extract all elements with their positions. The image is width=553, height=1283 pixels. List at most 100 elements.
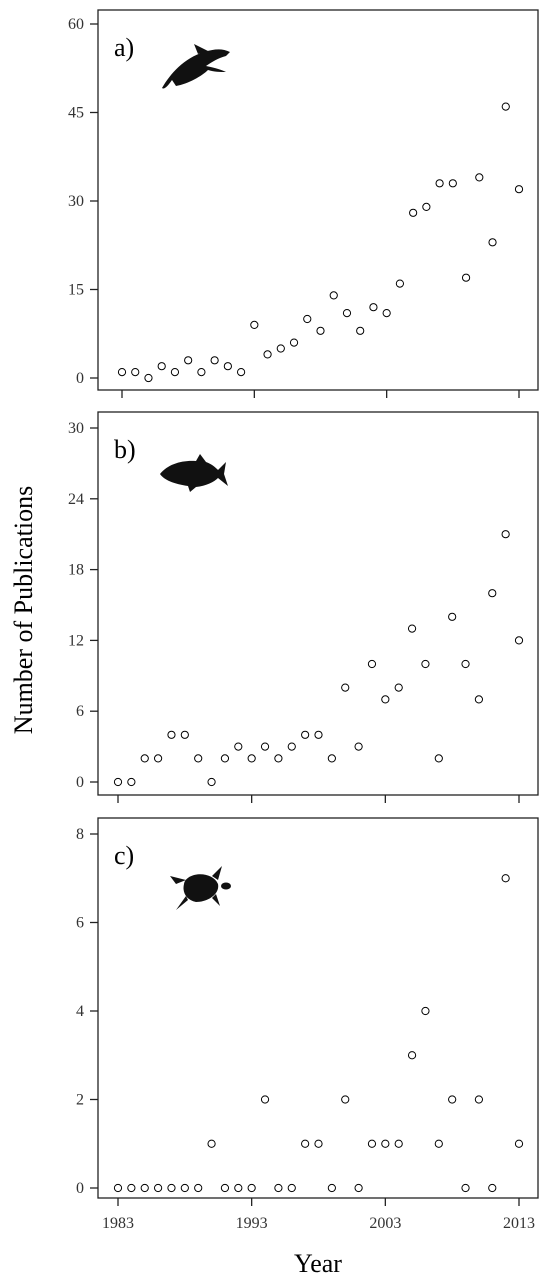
data-point <box>127 1183 136 1193</box>
data-point <box>274 754 283 763</box>
data-point <box>117 368 127 377</box>
data-point <box>247 1183 256 1193</box>
y-tick-label: 0 <box>76 1180 84 1197</box>
data-point <box>329 291 338 300</box>
data-point <box>461 1183 470 1193</box>
data-point <box>314 730 323 739</box>
dolphin-icon <box>162 44 230 89</box>
data-point <box>501 102 510 111</box>
data-point <box>448 179 457 188</box>
data-point <box>260 742 270 751</box>
data-point <box>154 1183 163 1193</box>
data-point <box>514 185 524 194</box>
data-point <box>287 742 296 751</box>
data-point <box>475 173 484 182</box>
data-point <box>434 1139 443 1148</box>
data-point <box>448 1095 457 1104</box>
data-point <box>289 338 299 347</box>
panel-a-label: a) <box>114 33 134 62</box>
data-point <box>367 659 377 669</box>
data-point <box>167 1183 176 1193</box>
panel-c-frame <box>97 817 539 1199</box>
data-point <box>448 612 457 621</box>
data-point <box>180 730 189 739</box>
data-point <box>131 368 140 377</box>
fish-icon <box>160 454 228 492</box>
data-point <box>474 695 483 704</box>
data-point <box>250 320 259 329</box>
y-tick-label: 30 <box>68 420 84 437</box>
data-point <box>341 1095 350 1104</box>
data-point <box>220 1183 230 1193</box>
y-tick-label: 8 <box>76 826 84 843</box>
data-point <box>501 530 510 539</box>
y-tick-label: 2 <box>76 1092 84 1109</box>
y-axis-title: Number of Publications <box>9 486 38 734</box>
data-point <box>140 1183 149 1193</box>
y-tick-label: 6 <box>76 915 84 932</box>
data-point <box>197 368 206 377</box>
data-point <box>435 179 444 188</box>
data-point <box>421 1006 430 1016</box>
data-point <box>140 754 149 763</box>
y-tick-label: 0 <box>76 370 84 387</box>
data-point <box>369 303 378 312</box>
y-tick-label: 12 <box>68 632 84 649</box>
x-tick-label: 1993 <box>236 1215 268 1232</box>
data-point <box>210 356 219 365</box>
data-point <box>474 1095 483 1104</box>
panel-c-y-ticks: 0 2 4 6 8 <box>76 826 98 1197</box>
y-tick-label: 4 <box>76 1003 84 1020</box>
data-point <box>409 208 418 217</box>
data-point <box>354 742 363 751</box>
data-point <box>301 1139 310 1148</box>
data-point <box>381 695 390 704</box>
data-point <box>488 589 497 598</box>
data-point <box>276 344 285 353</box>
x-tick-label: 2013 <box>503 1215 535 1232</box>
data-point <box>247 754 256 763</box>
data-point <box>488 238 497 247</box>
data-point <box>144 373 153 383</box>
panel-b-y-ticks: 0 6 12 18 24 30 <box>68 420 98 791</box>
y-tick-label: 30 <box>68 193 84 210</box>
data-point <box>394 1139 403 1148</box>
panel-a: a) 0 15 30 45 60 <box>68 9 539 398</box>
data-point <box>434 754 443 763</box>
data-point <box>407 624 417 633</box>
panel-c-points <box>113 874 524 1193</box>
y-tick-label: 15 <box>68 282 84 299</box>
y-tick-label: 60 <box>68 16 84 33</box>
panel-a-frame <box>97 9 539 391</box>
data-point <box>354 1183 363 1193</box>
data-point <box>514 636 524 645</box>
data-point <box>113 1183 123 1193</box>
data-point <box>501 874 510 883</box>
data-point <box>327 1183 336 1193</box>
data-point <box>287 1183 296 1193</box>
data-point <box>301 730 310 739</box>
data-point <box>303 314 312 324</box>
data-point <box>234 742 243 751</box>
panel-b-label: b) <box>114 435 136 464</box>
data-point <box>194 754 203 763</box>
panel-b-points <box>113 530 524 787</box>
data-point <box>514 1139 524 1148</box>
data-point <box>316 326 325 335</box>
data-point <box>207 777 216 787</box>
data-point <box>342 309 352 318</box>
panel-b: b) 0 6 12 18 24 30 <box>68 411 539 803</box>
data-point <box>356 326 365 335</box>
data-point <box>314 1139 323 1148</box>
x-tick-label: 2003 <box>369 1215 401 1232</box>
data-point <box>263 350 272 359</box>
data-point <box>394 683 403 692</box>
y-tick-label: 18 <box>68 562 84 579</box>
y-tick-label: 6 <box>76 703 84 720</box>
data-point <box>407 1051 417 1060</box>
data-point <box>157 362 166 371</box>
data-point <box>367 1139 377 1148</box>
data-point <box>381 1139 390 1148</box>
data-point <box>220 754 230 763</box>
